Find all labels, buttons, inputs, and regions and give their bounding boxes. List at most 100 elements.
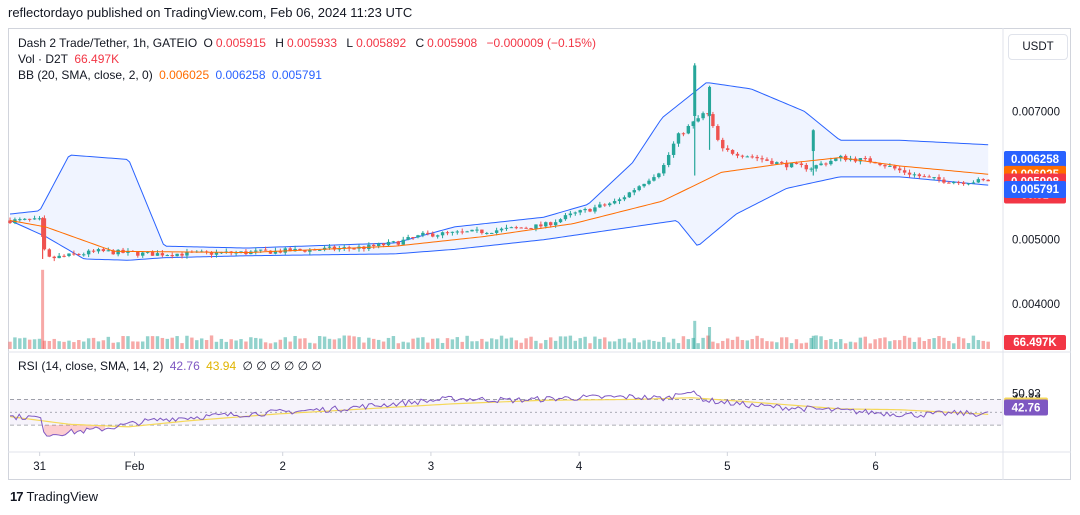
volume-bar bbox=[421, 337, 425, 349]
volume-bar bbox=[67, 340, 71, 349]
candle-body bbox=[57, 255, 61, 259]
candle-body bbox=[529, 228, 533, 230]
candle-body bbox=[588, 208, 592, 212]
volume-bar bbox=[347, 335, 351, 349]
price-badge-label: 0.005791 bbox=[1011, 184, 1060, 196]
volume-bar bbox=[873, 339, 877, 349]
candle-body bbox=[96, 249, 101, 252]
time-axis-label: 5 bbox=[724, 461, 730, 473]
volume-bar bbox=[82, 341, 86, 349]
candle-body bbox=[509, 227, 514, 229]
candle-body bbox=[760, 158, 764, 160]
candle-body bbox=[839, 155, 843, 159]
candle-body bbox=[411, 237, 415, 239]
volume-bar bbox=[961, 338, 966, 349]
volume-bar bbox=[165, 338, 170, 349]
volume-bar bbox=[298, 338, 302, 349]
volume-badge bbox=[1004, 335, 1066, 350]
rsi-label[interactable]: RSI (14, close, SMA, 14, 2) bbox=[18, 359, 164, 373]
candle-body bbox=[814, 165, 818, 169]
footer-brand[interactable]: TradingView bbox=[26, 489, 99, 504]
candle-body bbox=[883, 165, 887, 167]
candle-body bbox=[485, 232, 489, 234]
candle-body bbox=[829, 160, 833, 165]
volume-bar bbox=[509, 337, 514, 349]
candle-body bbox=[819, 163, 823, 166]
high-value: 0.005933 bbox=[286, 36, 338, 50]
volume-bar bbox=[91, 337, 96, 349]
volume-bar bbox=[273, 342, 278, 349]
rsi-badge-label: 42.76 bbox=[1012, 403, 1041, 415]
symbol-label[interactable]: Dash 2 Trade/Tether, 1h, GATEIO bbox=[18, 36, 198, 50]
volume-bar bbox=[303, 338, 307, 349]
rsi-line bbox=[9, 390, 989, 437]
volume-bar bbox=[504, 338, 509, 349]
price-axis-label: 0.007000 bbox=[1012, 106, 1060, 118]
time-axis-label: 31 bbox=[33, 461, 46, 473]
candle-body bbox=[907, 172, 912, 175]
volume-bar bbox=[701, 337, 705, 349]
price-badge bbox=[1004, 180, 1066, 198]
volume-bar bbox=[902, 335, 907, 349]
candle-body bbox=[27, 218, 32, 220]
volume-bar bbox=[824, 340, 828, 349]
volume-bar bbox=[8, 341, 12, 349]
candle-body bbox=[67, 253, 71, 256]
candle-body bbox=[480, 229, 484, 234]
volume-bar bbox=[927, 338, 931, 349]
volume-bar bbox=[455, 337, 460, 349]
candle-body bbox=[966, 183, 971, 185]
volume-bar bbox=[224, 341, 228, 349]
volume-bar bbox=[799, 343, 804, 349]
price-axis-label: 0.005000 bbox=[1012, 235, 1060, 247]
volume-bar bbox=[539, 343, 543, 349]
candle-body bbox=[23, 218, 27, 220]
bb-lower-line bbox=[9, 176, 989, 261]
volume-bar bbox=[568, 335, 573, 349]
volume-bar bbox=[986, 341, 990, 349]
currency-button[interactable]: USDT bbox=[1008, 34, 1068, 60]
candle-body bbox=[376, 243, 381, 247]
candle-body bbox=[937, 177, 941, 180]
publish-header: reflectordayo published on TradingView.c… bbox=[8, 5, 413, 20]
candle-body bbox=[986, 179, 990, 182]
volume-bar bbox=[121, 336, 125, 349]
volume-label[interactable]: Vol · D2T bbox=[18, 52, 69, 66]
candle-body bbox=[435, 235, 440, 237]
candle-body bbox=[676, 133, 681, 144]
candle-body bbox=[573, 212, 577, 214]
candle-body bbox=[607, 203, 612, 206]
volume-bar bbox=[529, 336, 533, 349]
volume-bar bbox=[195, 340, 199, 349]
candle-body bbox=[730, 149, 735, 154]
candle-body bbox=[593, 207, 597, 212]
volume-bar bbox=[431, 338, 435, 349]
volume-bar bbox=[770, 341, 774, 349]
volume-bar bbox=[956, 336, 961, 349]
volume-bar bbox=[897, 340, 902, 349]
volume-bar bbox=[490, 338, 494, 349]
volume-bar bbox=[494, 339, 499, 349]
volume-bar bbox=[322, 336, 327, 349]
volume-bar bbox=[450, 339, 455, 349]
time-axis-label: 2 bbox=[280, 461, 286, 473]
volume-bar bbox=[681, 336, 686, 349]
volume-bar bbox=[819, 336, 823, 349]
volume-bar bbox=[199, 338, 204, 349]
rsi-oversold-fill bbox=[43, 425, 106, 437]
candle-body bbox=[642, 183, 646, 187]
candle-body bbox=[524, 227, 528, 229]
candle-body bbox=[534, 224, 538, 229]
volume-bar bbox=[27, 339, 32, 349]
volume-bar bbox=[553, 340, 558, 349]
bb-label[interactable]: BB (20, SMA, close, 2, 0) bbox=[18, 68, 153, 82]
candle-body bbox=[811, 130, 815, 152]
candle-body bbox=[352, 248, 356, 250]
volume-bar bbox=[470, 341, 474, 349]
volume-bar bbox=[327, 338, 332, 349]
volume-bar bbox=[460, 341, 464, 349]
volume-bar bbox=[603, 337, 607, 349]
candle-body bbox=[450, 231, 455, 233]
volume-bar bbox=[18, 338, 22, 349]
